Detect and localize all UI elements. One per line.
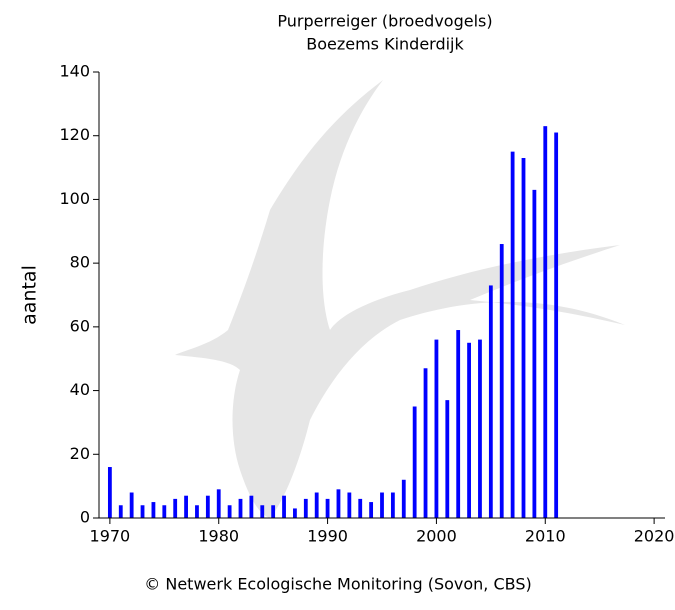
bar <box>434 339 439 518</box>
bar <box>205 495 210 518</box>
bird-watermark <box>175 80 625 518</box>
bar <box>412 406 417 518</box>
y-tick-label: 140 <box>59 62 90 81</box>
bar <box>467 342 471 518</box>
bar <box>151 502 156 518</box>
bar <box>445 400 450 518</box>
bar <box>173 498 178 518</box>
x-tick-label: 2000 <box>416 527 457 546</box>
bar <box>314 492 319 518</box>
bar <box>303 498 308 518</box>
bar <box>347 492 352 518</box>
bar <box>543 126 548 519</box>
bar <box>358 498 363 518</box>
bar <box>162 505 167 518</box>
bar <box>532 189 537 518</box>
bar <box>423 368 428 518</box>
bar <box>336 489 341 518</box>
x-tick-label: 1980 <box>198 527 239 546</box>
x-tick-label: 2010 <box>525 527 566 546</box>
y-tick-label: 80 <box>70 253 90 272</box>
bar <box>129 492 134 518</box>
bar <box>140 505 145 518</box>
bar <box>325 498 330 518</box>
bar <box>401 479 406 518</box>
bar <box>238 498 243 518</box>
y-axis-label: aantal <box>19 265 41 325</box>
bar <box>184 495 188 518</box>
footer: © Netwerk Ecologische Monitoring (Sovon,… <box>144 575 531 594</box>
bar <box>227 505 232 518</box>
bar <box>554 132 559 518</box>
bar <box>456 330 461 518</box>
x-tick-label: 1970 <box>90 527 131 546</box>
bar <box>510 151 515 518</box>
bar <box>249 495 254 518</box>
y-tick-label: 0 <box>80 508 90 527</box>
bar <box>282 495 286 518</box>
x-tick-label: 1990 <box>307 527 348 546</box>
bar <box>293 508 297 518</box>
chart-subtitle: Boezems Kinderdijk <box>306 35 464 54</box>
bar <box>195 505 199 518</box>
bar <box>499 244 504 518</box>
y-tick-label: 60 <box>70 316 90 335</box>
bar <box>118 505 123 518</box>
bar <box>260 505 265 518</box>
x-tick-label: 2020 <box>634 527 675 546</box>
y-tick-label: 20 <box>70 444 90 463</box>
bar <box>488 285 493 518</box>
chart-title: Purperreiger (broedvogels) <box>277 12 492 31</box>
bar <box>521 158 526 518</box>
y-tick-label: 100 <box>59 189 90 208</box>
bar <box>107 467 112 518</box>
bar <box>380 492 384 518</box>
bar <box>390 492 395 518</box>
bar <box>478 339 482 518</box>
bar <box>216 489 221 518</box>
y-tick-label: 120 <box>59 125 90 144</box>
y-tick-label: 40 <box>70 380 90 399</box>
bar <box>369 502 374 518</box>
bar <box>271 505 276 518</box>
